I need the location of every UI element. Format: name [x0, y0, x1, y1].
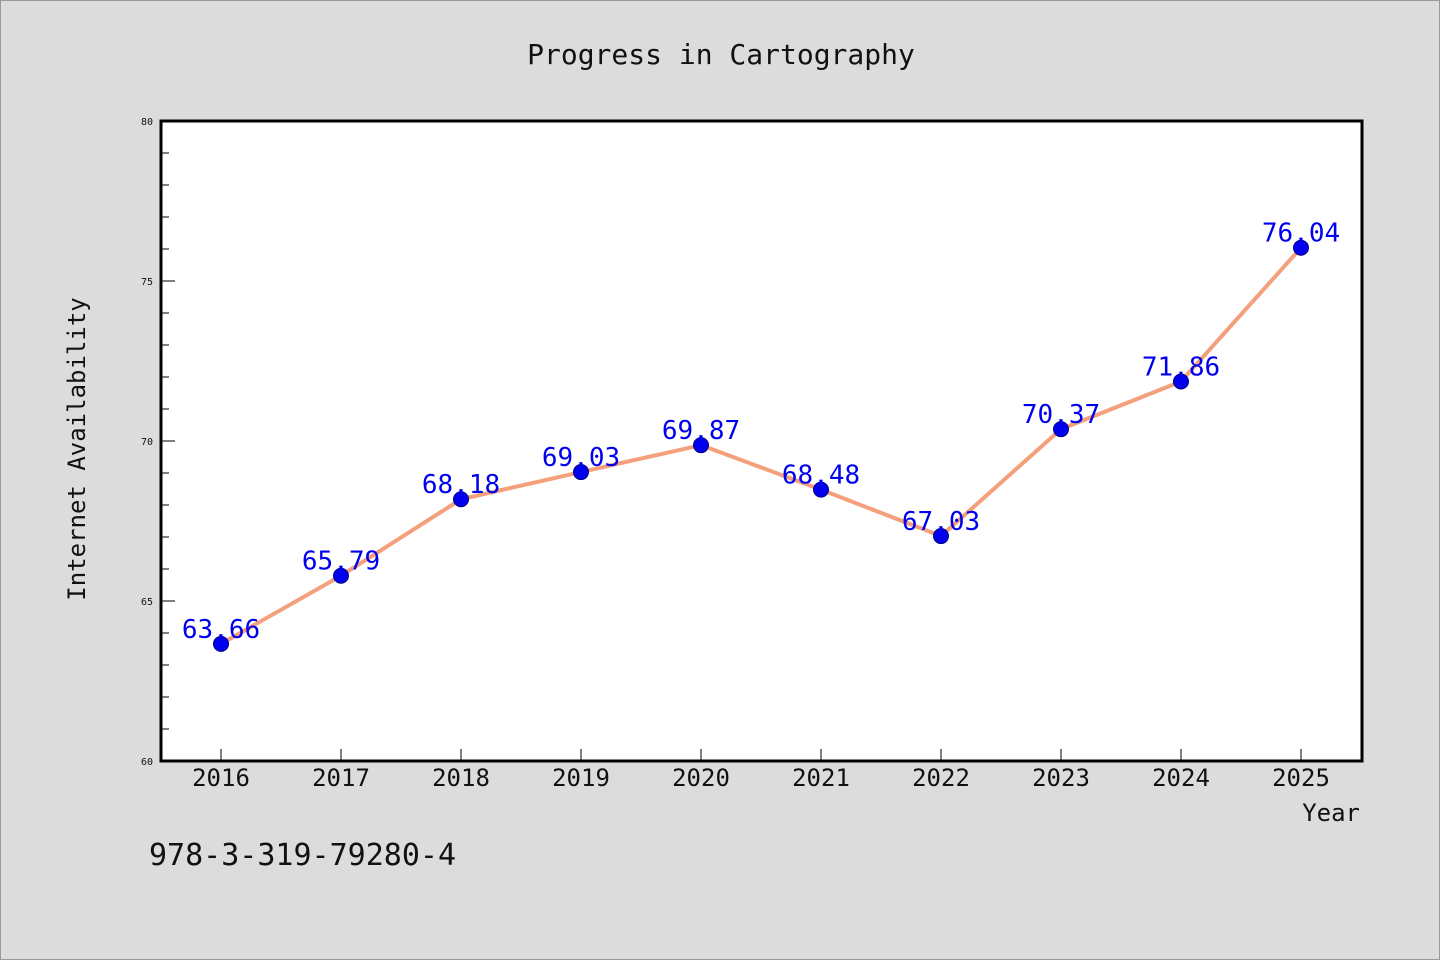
data-point — [1173, 373, 1189, 390]
data-point — [213, 635, 229, 652]
y-minor-ticks — [161, 152, 169, 730]
plot-area — [159, 119, 1364, 763]
data-label: 67.03 — [902, 507, 980, 537]
series-markers — [213, 239, 1309, 652]
data-labels: 63.66 65.79 68.18 69.03 69.87 68.48 67.03 70.37… — [182, 219, 1340, 645]
x-tick-label: 2016 — [192, 764, 250, 792]
x-tick-label: 2021 — [792, 764, 850, 792]
x-tick-label: 2019 — [552, 764, 610, 792]
chart-title: Progress in Cartography — [527, 38, 915, 71]
y-tick-label: 60 — [141, 757, 153, 768]
y-axis-ticks: 60 65 70 75 80 — [141, 117, 175, 768]
data-label: 71.86 — [1142, 352, 1220, 382]
data-label: 68.48 — [782, 461, 860, 491]
y-tick-label: 80 — [141, 117, 153, 128]
x-tick-label: 2025 — [1272, 764, 1330, 792]
x-axis-ticks: 2016 2017 2018 2019 2020 2021 2022 2023 2024 2025 — [192, 749, 1330, 792]
data-point — [1053, 421, 1069, 438]
x-tick-label: 2022 — [912, 764, 970, 792]
data-label: 68.18 — [422, 470, 500, 500]
data-label: 70.37 — [1022, 400, 1100, 430]
x-axis-label: Year — [1302, 799, 1360, 827]
x-tick-label: 2024 — [1152, 764, 1210, 792]
y-tick-label: 70 — [141, 437, 153, 448]
data-label: 69.03 — [542, 443, 620, 473]
data-point — [693, 437, 709, 454]
x-tick-label: 2018 — [432, 764, 490, 792]
data-point — [573, 464, 589, 481]
y-tick-label: 75 — [141, 277, 153, 288]
data-point — [813, 481, 829, 498]
x-tick-label: 2023 — [1032, 764, 1090, 792]
data-point — [453, 491, 469, 508]
isbn-text: 978-3-319-79280-4 — [149, 838, 456, 873]
data-label: 63.66 — [182, 615, 260, 645]
x-tick-label: 2017 — [312, 764, 370, 792]
y-axis-label: Internet Availability — [63, 297, 91, 600]
x-tick-label: 2020 — [672, 764, 730, 792]
data-label: 69.87 — [662, 416, 740, 446]
data-label: 65.79 — [302, 547, 380, 577]
y-tick-label: 65 — [141, 597, 153, 608]
series-line — [219, 245, 1303, 646]
data-point — [333, 567, 349, 584]
data-label: 76.04 — [1262, 219, 1340, 249]
data-point — [1293, 239, 1309, 256]
data-point — [933, 528, 949, 545]
